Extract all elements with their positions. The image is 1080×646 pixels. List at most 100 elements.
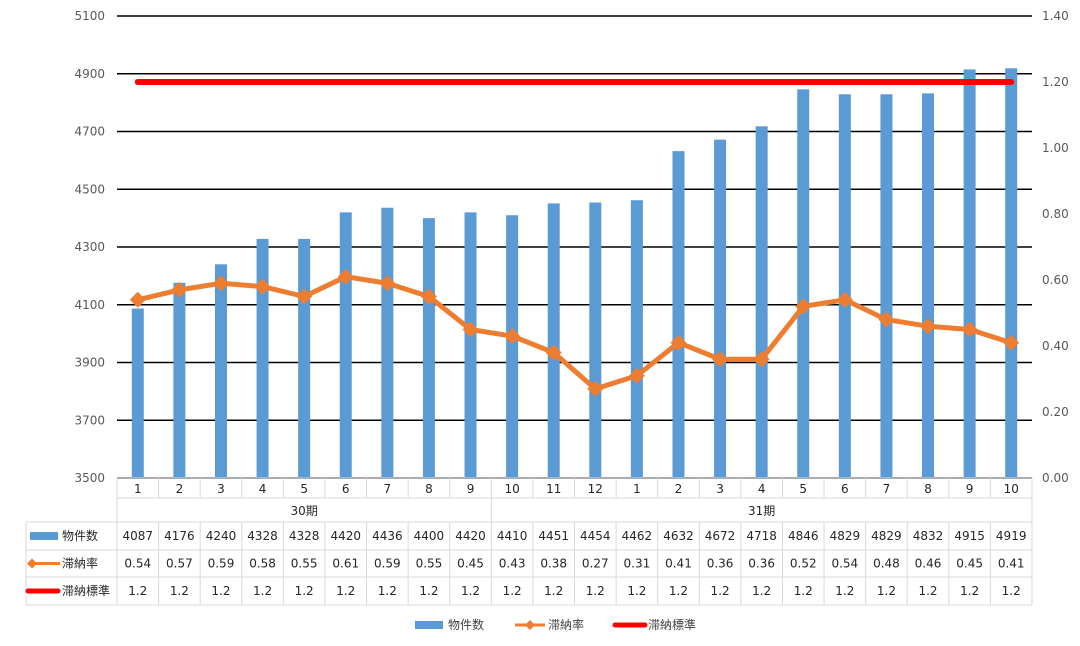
table-cell: 1.2 (295, 584, 314, 598)
rate-point (254, 278, 271, 295)
legend-key-bar (415, 621, 443, 629)
y-right-tick-label: 0.00 (1042, 471, 1069, 485)
table-cell: 4718 (746, 529, 777, 543)
table-cell: 4915 (954, 529, 985, 543)
y-axis-left: 3500 3700 3900 4100 4300 4500 4700 4900 5100 (74, 9, 105, 485)
table-cell: 1.2 (544, 584, 563, 598)
bar (922, 93, 935, 478)
gridlines (117, 15, 1032, 479)
rate-line (137, 274, 1012, 392)
table-cell: 0.54 (124, 557, 151, 571)
y-left-tick-label: 3700 (74, 413, 105, 427)
bar (214, 264, 227, 478)
y-left-tick-label: 4300 (74, 240, 105, 254)
rate-point (504, 328, 521, 345)
category-label: 10 (1004, 482, 1019, 496)
bar (630, 200, 643, 478)
category-label: 1 (134, 482, 142, 496)
table-cell: 1.2 (211, 584, 230, 598)
y-left-tick-label: 4700 (74, 125, 105, 139)
category-label: 4 (758, 482, 766, 496)
table-cell: 0.45 (457, 557, 484, 571)
rate-point (379, 275, 396, 292)
rate-point (296, 288, 313, 305)
category-label: 8 (924, 482, 932, 496)
bar (755, 126, 768, 479)
category-label: 9 (467, 482, 475, 496)
table-cell: 1.2 (253, 584, 272, 598)
table-cell: 1.2 (1002, 584, 1021, 598)
rate-point (462, 321, 479, 338)
table-cell: 1.2 (794, 584, 813, 598)
table-cell: 4328 (289, 529, 320, 543)
bar (838, 94, 851, 478)
table-cell: 4829 (871, 529, 902, 543)
y-right-tick-label: 0.20 (1042, 405, 1069, 419)
y-left-tick-label: 4900 (74, 67, 105, 81)
bar (1005, 68, 1018, 479)
table-cell: 4176 (164, 529, 195, 543)
table-cell: 0.54 (831, 557, 858, 571)
y-right-tick-label: 0.40 (1042, 339, 1069, 353)
table-cell: 1.2 (170, 584, 189, 598)
category-label: 1 (633, 482, 641, 496)
table-cell: 4087 (123, 529, 154, 543)
table-cell: 1.2 (336, 584, 355, 598)
category-label: 7 (384, 482, 392, 496)
table-cell: 1.2 (669, 584, 688, 598)
table-cell: 0.52 (790, 557, 817, 571)
table-cell: 0.45 (956, 557, 983, 571)
table-cell: 1.2 (461, 584, 480, 598)
y-left-tick-label: 4500 (74, 182, 105, 196)
rate-point (920, 318, 937, 335)
legend-label: 物件数 (448, 617, 484, 632)
y-left-tick-label: 3500 (74, 471, 105, 485)
table-cell: 0.55 (416, 557, 443, 571)
table-cell: 1.2 (960, 584, 979, 598)
bar (298, 238, 311, 478)
table-cell: 0.43 (499, 557, 526, 571)
table-cell: 0.59 (374, 557, 401, 571)
rate-point (961, 321, 978, 338)
bar (173, 282, 186, 478)
table-cell: 4846 (788, 529, 819, 543)
table-key-bar (30, 532, 58, 540)
table-cell: 0.58 (249, 557, 276, 571)
bar (131, 308, 144, 478)
table-cell: 1.2 (128, 584, 147, 598)
bar (547, 203, 560, 478)
table-cell: 0.55 (291, 557, 318, 571)
bar (797, 89, 810, 478)
table-cell: 1.2 (419, 584, 438, 598)
legend-label: 滞納標準 (648, 617, 696, 632)
y-right-tick-label: 1.00 (1042, 141, 1069, 155)
y-right-tick-label: 1.20 (1042, 75, 1069, 89)
table-cell: 4829 (830, 529, 861, 543)
line-series (129, 79, 1020, 397)
category-label: 7 (883, 482, 891, 496)
category-label: 3 (716, 482, 724, 496)
category-label: 10 (504, 482, 519, 496)
table-cell: 0.41 (998, 557, 1025, 571)
table-cell: 0.41 (665, 557, 692, 571)
legend-label: 滞納率 (548, 617, 584, 632)
table-cell: 1.2 (378, 584, 397, 598)
rate-point (753, 351, 770, 368)
table-row-label: 滞納率 (62, 556, 98, 571)
y-left-tick-label: 3900 (74, 356, 105, 370)
table-cell: 1.2 (627, 584, 646, 598)
table-cell: 1.2 (835, 584, 854, 598)
legend: 物件数 滞納率 滞納標準 (415, 617, 696, 632)
bar (422, 218, 435, 478)
table-cell: 4451 (538, 529, 569, 543)
legend-key-marker (525, 620, 535, 630)
category-label: 12 (588, 482, 603, 496)
bar (714, 139, 727, 478)
table-cell: 0.61 (332, 557, 359, 571)
table-cell: 4420 (330, 529, 361, 543)
rate-point (337, 268, 354, 285)
table-cell: 1.2 (752, 584, 771, 598)
category-label: 6 (342, 482, 350, 496)
rate-point (545, 344, 562, 361)
